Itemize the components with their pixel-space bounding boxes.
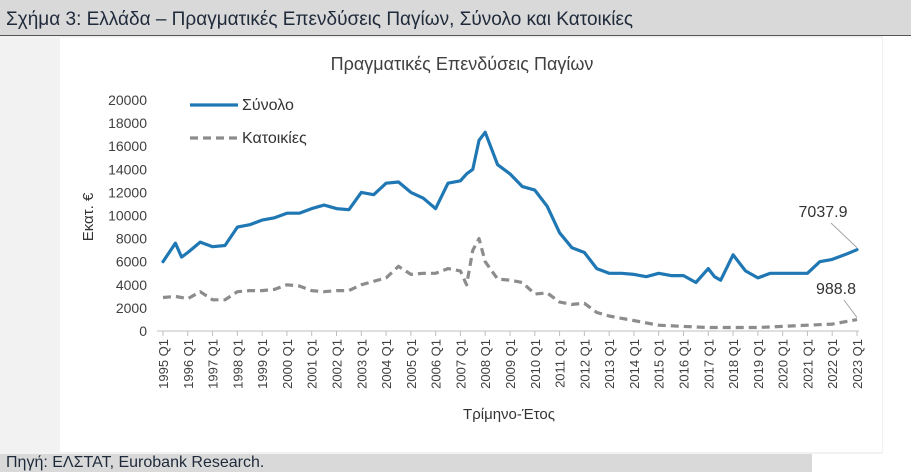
x-tick-label: 2011 Q1 [553,339,568,388]
x-tick-label: 1999 Q1 [255,339,270,389]
x-tick-label: 2019 Q1 [751,339,766,389]
legend-label: Κατοικίες [242,130,307,147]
chart-title: Πραγματικές Επενδύσεις Παγίων [331,54,594,74]
y-tick-label: 6000 [116,254,147,270]
x-tick-label: 1996 Q1 [181,339,196,389]
y-tick-label: 16000 [108,138,147,154]
y-tick-label: 14000 [108,161,147,177]
y-tick-label: 4000 [116,277,147,293]
series-line-total [161,130,859,285]
x-tick-label: 2008 Q1 [478,339,493,389]
x-tick-label: 2022 Q1 [825,339,840,389]
y-tick-label: 0 [139,323,147,339]
x-tick-label: 2023 Q1 [850,339,865,389]
x-tick-label: 2010 Q1 [528,339,543,389]
title-underline [0,35,911,36]
x-tick-label: 1998 Q1 [230,339,245,389]
x-tick-label: 2017 Q1 [701,339,716,389]
x-tick-label: 2015 Q1 [652,339,667,389]
x-tick-label: 2016 Q1 [677,339,692,389]
x-tick-label: 2020 Q1 [776,339,791,389]
axes: 0 2000 4000 6000 8000 10000 12000 14000 16000 180… [108,92,865,389]
y-tick-label: 12000 [108,184,147,200]
x-tick-label: 2001 Q1 [305,339,320,389]
end-value-label: 7037.9 [799,204,848,221]
y-tick-label: 20000 [108,92,147,108]
series-line-housing [162,237,858,330]
x-tick-label: 2003 Q1 [354,339,369,389]
legend-label: Σύνολο [242,97,294,114]
end-label-leader [830,222,858,249]
end-value-label: 988.8 [816,281,856,298]
x-tick-label: 2007 Q1 [453,339,468,389]
x-axis-label: Τρίμηνο-Έτος [463,406,555,423]
title-bar [0,0,911,36]
source-note: Πηγή: ΕΛΣΤΑΤ, Eurobank Research. [6,454,265,471]
y-tick-label: 10000 [108,208,147,224]
x-tick-label: 2018 Q1 [726,339,741,389]
x-tick-label: 2012 Q1 [577,339,592,389]
x-tick-label: 2002 Q1 [330,339,345,389]
y-tick-label: 8000 [116,231,147,247]
x-tick-label: 2014 Q1 [627,339,642,389]
y-tick-label: 2000 [116,300,147,316]
x-tick-label: 1995 Q1 [156,339,171,389]
x-tick-label: 1997 Q1 [206,339,221,389]
y-tick-label: 18000 [108,115,147,131]
y-axis-label: Εκατ. € [80,192,97,241]
x-tick-label: 2013 Q1 [602,339,617,389]
x-tick-label: 2005 Q1 [404,339,419,389]
source-bar [0,454,812,472]
x-tick-label: 2009 Q1 [503,339,518,389]
x-tick-label: 2000 Q1 [280,339,295,389]
end-label-leader [843,299,858,318]
figure-title: Σχήμα 3: Ελλάδα – Πραγματικές Επενδύσεις… [6,9,634,30]
x-tick-label: 2021 Q1 [800,339,815,389]
series-layer: 7037.9 988.8 [161,130,859,330]
legend: Σύνολο Κατοικίες [190,97,307,147]
x-tick-label: 2006 Q1 [429,339,444,389]
x-tick-label: 2004 Q1 [379,339,394,389]
